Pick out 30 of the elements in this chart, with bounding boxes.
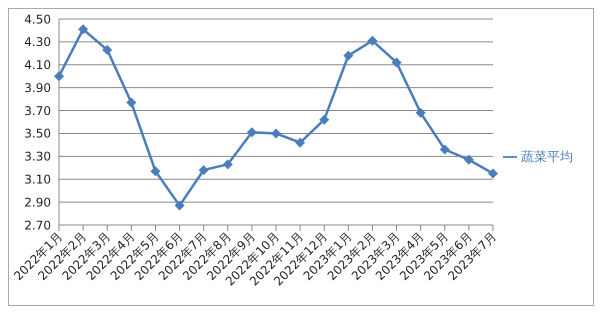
y-tick-label: 2.90 [24, 195, 51, 210]
point [54, 71, 64, 82]
point [319, 114, 330, 125]
point [488, 168, 498, 178]
point [126, 98, 136, 108]
y-tick-label: 4.10 [24, 58, 51, 72]
point [392, 57, 402, 68]
point [295, 138, 306, 148]
point [367, 36, 378, 46]
point [464, 154, 474, 165]
point [416, 108, 426, 118]
point [271, 128, 281, 138]
point [198, 165, 209, 176]
y-tick-label: 4.30 [24, 35, 51, 50]
y-tick-label: 3.30 [24, 150, 51, 164]
point [343, 50, 354, 61]
point [440, 144, 450, 154]
point [246, 127, 257, 138]
point [78, 24, 88, 34]
point [222, 159, 233, 170]
y-tick-label: 2.70 [24, 218, 51, 232]
y-tick-label: 3.10 [24, 172, 51, 186]
point [102, 44, 112, 55]
point [150, 166, 160, 176]
y-tick-label: 3.70 [24, 104, 51, 118]
y-tick-label: 4.50 [24, 12, 51, 26]
y-tick-label: 3.50 [24, 126, 51, 141]
y-tick-label: 3.90 [24, 80, 51, 95]
legend-label: 蔬菜平均 [521, 150, 573, 165]
point [174, 200, 185, 211]
